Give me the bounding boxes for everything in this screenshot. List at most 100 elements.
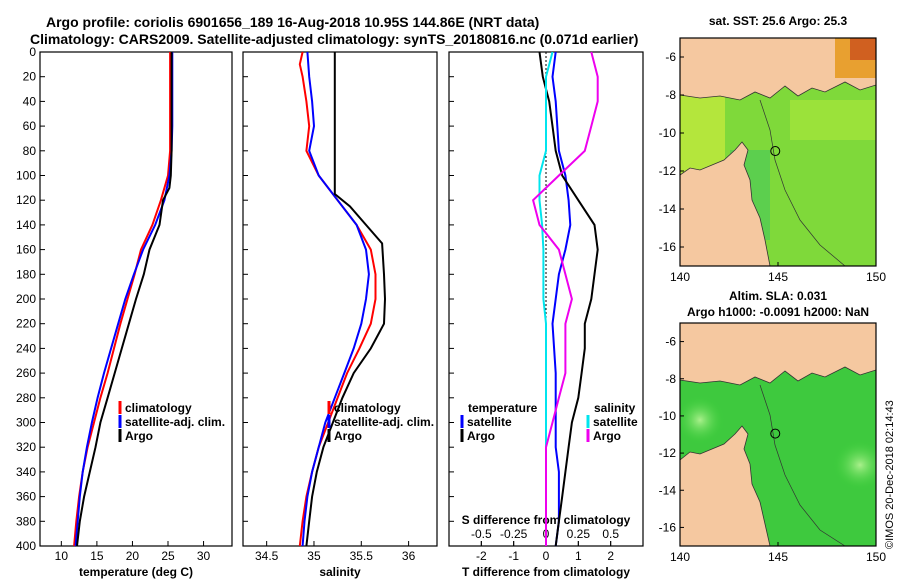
salinity-series bbox=[298, 51, 387, 547]
legend-argo: Argo bbox=[334, 429, 362, 443]
x-tick-label: 20 bbox=[126, 549, 140, 563]
depth-tick-label: 120 bbox=[16, 193, 36, 207]
sst-map-title: sat. SST: 25.6 Argo: 25.3 bbox=[709, 14, 848, 28]
x-tick-label: 35.5 bbox=[350, 549, 374, 563]
lon-tick-label: 145 bbox=[768, 550, 788, 564]
warm-patch bbox=[790, 100, 876, 140]
sla-lon-axis: 140 145 150 bbox=[670, 542, 886, 564]
argo-position-marker bbox=[770, 428, 781, 439]
depth-tick-label: 340 bbox=[16, 465, 36, 479]
depth-tick-label: 80 bbox=[23, 144, 37, 158]
lat-tick-label: -16 bbox=[659, 520, 677, 534]
depth-tick-label: 160 bbox=[16, 243, 36, 257]
lat-tick-label: -14 bbox=[659, 202, 677, 216]
lon-tick-label: 150 bbox=[866, 270, 886, 284]
legend-climatology: climatology bbox=[125, 401, 192, 415]
s-x-tick-label: -0.25 bbox=[500, 527, 528, 541]
depth-tick-label: 180 bbox=[16, 267, 36, 281]
lon-tick-label: 145 bbox=[768, 270, 788, 284]
x-tick-label: 34.5 bbox=[255, 549, 279, 563]
depth-tick-label: 380 bbox=[16, 514, 36, 528]
x-tick-label: 36 bbox=[402, 549, 416, 563]
depth-tick-label: 60 bbox=[23, 119, 37, 133]
sla-lat-axis: -6 -8 -10 -12 -14 -16 bbox=[659, 335, 684, 534]
depth-tick-label: 200 bbox=[16, 292, 36, 306]
legend-satellite-adj: satellite-adj. clim. bbox=[334, 415, 434, 429]
lat-tick-label: -8 bbox=[665, 372, 676, 386]
lon-tick-label: 140 bbox=[670, 270, 690, 284]
series-line-t-argo bbox=[538, 51, 599, 547]
lat-tick-label: -16 bbox=[659, 240, 677, 254]
depth-contour bbox=[759, 99, 846, 266]
sst-lon-axis: 140 145 150 bbox=[670, 262, 886, 284]
s-x-tick-label: 0.5 bbox=[602, 527, 619, 541]
land-cape-york bbox=[680, 425, 771, 546]
credit-text: ©IMOS 20-Dec-2018 02:14:43 bbox=[884, 400, 896, 549]
x-tick-label: 2 bbox=[607, 549, 614, 563]
depth-axis: 0 20 40 60 80 100 120 140 160 180 200 220 240 260 280 3… bbox=[16, 45, 454, 553]
legend-salinity-title: salinity bbox=[594, 401, 636, 415]
lat-tick-label: -12 bbox=[659, 164, 677, 178]
depth-tick-label: 100 bbox=[16, 169, 36, 183]
land-cape-york bbox=[680, 141, 771, 266]
hot-patch bbox=[850, 38, 876, 60]
lat-tick-label: -10 bbox=[659, 126, 677, 140]
depth-tick-label: 280 bbox=[16, 391, 36, 405]
x-tick-label: 25 bbox=[161, 549, 175, 563]
series-line-climatology bbox=[73, 52, 172, 547]
depth-contour bbox=[759, 384, 846, 546]
legend-satellite-adj: satellite-adj. clim. bbox=[125, 415, 225, 429]
x-tick-label: -1 bbox=[508, 549, 519, 563]
lat-tick-label: -8 bbox=[665, 88, 676, 102]
sst-lat-axis: -6 -8 -10 -12 -14 -16 bbox=[659, 50, 684, 254]
sla-map-title-2: Argo h1000: -0.0091 h2000: NaN bbox=[687, 305, 869, 319]
sst-map bbox=[680, 38, 876, 266]
depth-tick-label: 40 bbox=[23, 94, 37, 108]
series-line-t-satellite bbox=[551, 51, 572, 547]
depth-tick-label: 220 bbox=[16, 317, 36, 331]
sla-high-blob bbox=[680, 395, 725, 445]
series-line-argo bbox=[76, 52, 173, 547]
salinity-x-axis: 34.5 35 35.5 36 bbox=[255, 541, 416, 563]
series-line-s-argo bbox=[531, 51, 599, 546]
depth-tick-label: 140 bbox=[16, 218, 36, 232]
land-new-guinea bbox=[680, 38, 876, 101]
argo-position-marker bbox=[770, 146, 781, 157]
legend-t-satellite: satellite bbox=[467, 415, 512, 429]
land-new-guinea bbox=[680, 323, 876, 386]
sla-map-title-1: Altim. SLA: 0.031 bbox=[729, 289, 827, 303]
series-line-satellite-adj-clim- bbox=[301, 51, 370, 547]
lat-tick-label: -14 bbox=[659, 483, 677, 497]
s-x-tick-label: 0.25 bbox=[567, 527, 591, 541]
legend-temperature-title: temperature bbox=[468, 401, 538, 415]
lon-tick-label: 140 bbox=[670, 550, 690, 564]
temperature-axis-label: temperature (deg C) bbox=[79, 565, 193, 579]
depth-tick-label: 300 bbox=[16, 416, 36, 430]
depth-tick-label: 400 bbox=[16, 539, 36, 553]
legend-s-satellite: satellite bbox=[593, 415, 638, 429]
temperature-x-axis: 10 15 20 25 30 bbox=[55, 541, 211, 563]
difference-legend: temperature satellite Argo salinity sate… bbox=[460, 401, 638, 443]
depth-tick-label: 240 bbox=[16, 341, 36, 355]
salinity-panel bbox=[242, 51, 438, 547]
x-tick-label: 35 bbox=[307, 549, 321, 563]
depth-tick-label: 320 bbox=[16, 440, 36, 454]
x-tick-label: 15 bbox=[90, 549, 104, 563]
lon-tick-label: 150 bbox=[866, 550, 886, 564]
lat-tick-label: -12 bbox=[659, 446, 677, 460]
lat-tick-label: -10 bbox=[659, 409, 677, 423]
t-difference-axis-label: T difference from climatology bbox=[462, 565, 630, 579]
difference-series bbox=[531, 51, 599, 547]
s-x-tick-label: -0.5 bbox=[471, 527, 492, 541]
salinity-legend: climatology satellite-adj. clim. Argo bbox=[327, 401, 434, 443]
sla-high-blob bbox=[832, 439, 876, 491]
x-tick-label: 0 bbox=[543, 549, 550, 563]
title-line-1: Argo profile: coriolis 6901656_189 16-Au… bbox=[46, 14, 539, 30]
legend-climatology: climatology bbox=[334, 401, 401, 415]
x-tick-label: -2 bbox=[476, 549, 487, 563]
depth-tick-label: 0 bbox=[29, 45, 36, 59]
salinity-axis-label: salinity bbox=[319, 565, 361, 579]
sla-map bbox=[680, 323, 876, 546]
title-line-2: Climatology: CARS2009. Satellite-adjuste… bbox=[30, 31, 638, 47]
